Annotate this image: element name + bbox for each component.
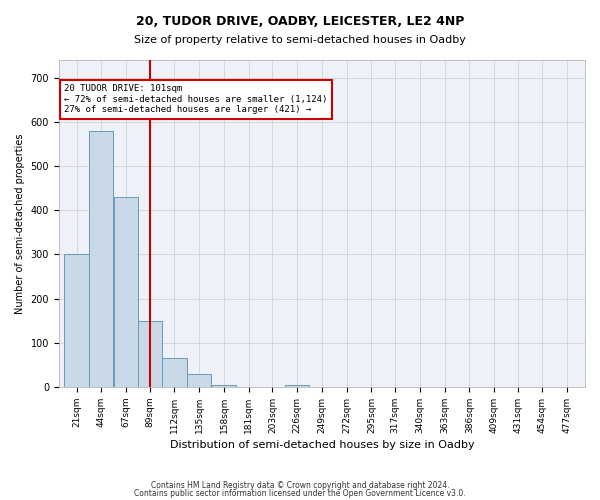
Text: Contains public sector information licensed under the Open Government Licence v3: Contains public sector information licen… — [134, 488, 466, 498]
Bar — [285, 384, 309, 387]
Text: Size of property relative to semi-detached houses in Oadby: Size of property relative to semi-detach… — [134, 35, 466, 45]
Bar — [163, 358, 187, 387]
Bar — [64, 254, 89, 387]
Bar — [114, 197, 138, 387]
Bar — [89, 130, 113, 387]
Text: Contains HM Land Registry data © Crown copyright and database right 2024.: Contains HM Land Registry data © Crown c… — [151, 481, 449, 490]
Y-axis label: Number of semi-detached properties: Number of semi-detached properties — [15, 133, 25, 314]
Text: 20, TUDOR DRIVE, OADBY, LEICESTER, LE2 4NP: 20, TUDOR DRIVE, OADBY, LEICESTER, LE2 4… — [136, 15, 464, 28]
X-axis label: Distribution of semi-detached houses by size in Oadby: Distribution of semi-detached houses by … — [170, 440, 474, 450]
Bar — [187, 374, 211, 387]
Bar — [212, 384, 236, 387]
Text: 20 TUDOR DRIVE: 101sqm
← 72% of semi-detached houses are smaller (1,124)
27% of : 20 TUDOR DRIVE: 101sqm ← 72% of semi-det… — [64, 84, 328, 114]
Bar — [137, 320, 162, 387]
